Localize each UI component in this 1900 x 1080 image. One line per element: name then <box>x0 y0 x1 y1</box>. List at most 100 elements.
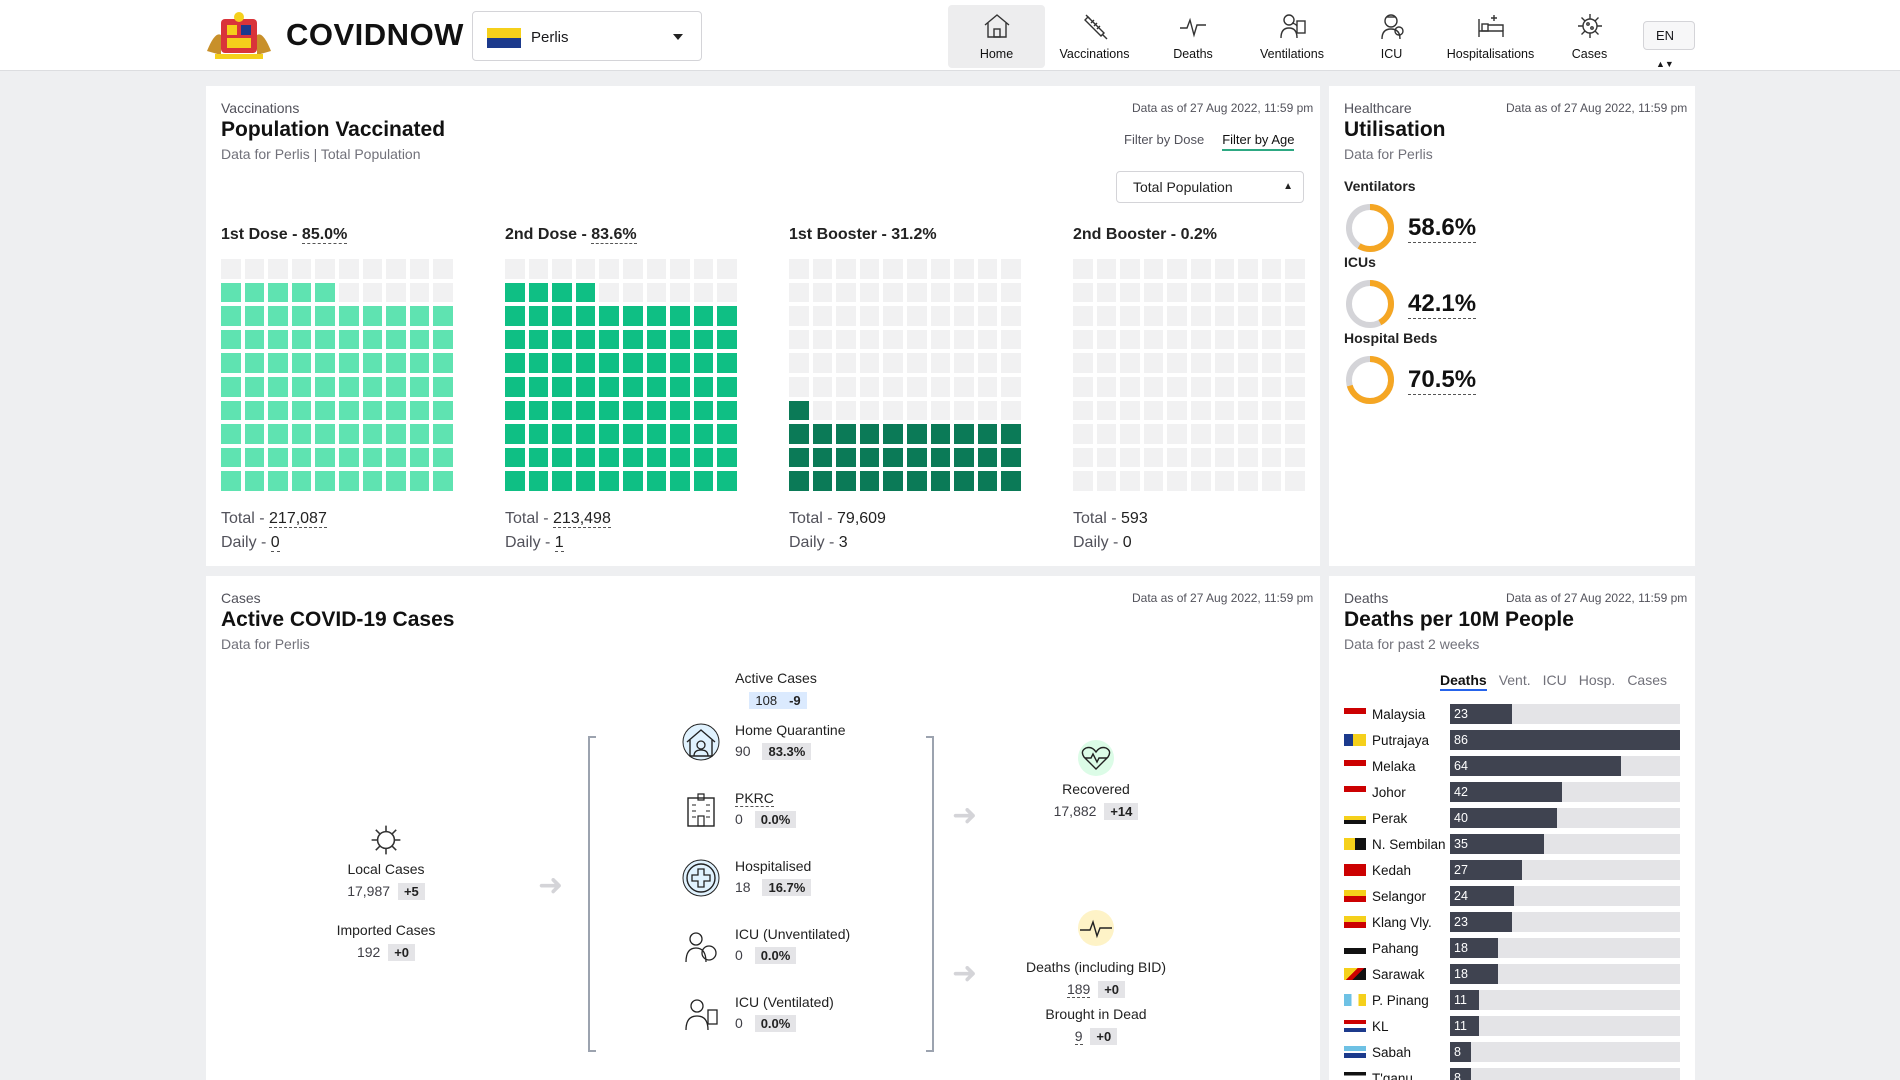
dose-daily-value[interactable]: 0 <box>270 534 280 552</box>
waffle-cell <box>528 424 549 444</box>
nav-icu-label: ICU <box>1380 47 1403 61</box>
waffle-cell <box>1285 306 1305 326</box>
waffle-cell <box>386 329 406 350</box>
bar-category-label: N. Sembilan <box>1372 836 1446 852</box>
waffle-cell <box>1191 471 1211 491</box>
case-status-item: PKRC 0 0.0% <box>681 790 797 830</box>
bar-row[interactable]: Klang Vly. 23 <box>1344 912 1682 932</box>
dose-daily-value[interactable]: 0 <box>1122 534 1132 551</box>
waffle-cell <box>1214 400 1235 421</box>
bar-row[interactable]: P. Pinang 11 <box>1344 990 1682 1010</box>
waffle-cell <box>836 377 856 397</box>
dose-percentage[interactable]: 85.0% <box>301 226 348 244</box>
bar-row[interactable]: Perak 40 <box>1344 808 1682 828</box>
language-select[interactable]: EN ▲▼ <box>1643 21 1695 69</box>
gauge-value[interactable]: 42.1% <box>1408 289 1477 319</box>
population-select[interactable]: Total Population ▲ <box>1116 171 1304 203</box>
tab-hosp[interactable]: Hosp. <box>1578 672 1616 688</box>
tab-vent[interactable]: Vent. <box>1498 672 1531 688</box>
waffle-cell <box>268 306 288 326</box>
bar-row[interactable]: Melaka 64 <box>1344 756 1682 776</box>
dose-daily-value[interactable]: 1 <box>554 534 564 552</box>
dose-total-value[interactable]: 593 <box>1121 510 1148 527</box>
bar-row[interactable]: Pahang 18 <box>1344 938 1682 958</box>
tab-icu[interactable]: ICU <box>1542 672 1567 688</box>
waffle-cell <box>221 471 241 491</box>
waffle-cell <box>907 259 927 279</box>
waffle-cell <box>315 447 335 468</box>
bar-row[interactable]: KL 11 <box>1344 1016 1682 1036</box>
waffle-cell <box>221 424 241 444</box>
bar-row[interactable]: N. Sembilan 35 <box>1344 834 1682 854</box>
filter-by-dose-tab[interactable]: Filter by Dose <box>1124 132 1205 147</box>
waffle-cell <box>623 282 643 303</box>
waffle-cell <box>859 447 880 468</box>
bar-category-label: Pahang <box>1372 940 1419 956</box>
dose-total-value[interactable]: 79,609 <box>837 510 886 527</box>
waffle-cell <box>623 353 643 373</box>
dose-heading: 1st Dose - 85.0% <box>221 226 453 244</box>
perlis-flag-icon <box>487 28 521 48</box>
dose-total-value[interactable]: 217,087 <box>269 510 327 528</box>
tab-deaths[interactable]: Deaths <box>1440 672 1487 691</box>
malaysia-crest-logo[interactable] <box>205 11 273 61</box>
nav-deaths[interactable]: Deaths <box>1144 5 1242 68</box>
nav-hospitalisations-label: Hospitalisations <box>1446 47 1535 61</box>
cases-asof: Data as of 27 Aug 2022, 11:59 pm <box>1132 591 1314 605</box>
main-nav: Home Vaccinations Deaths Ventilations IC… <box>948 5 1639 68</box>
waffle-cell <box>670 306 690 326</box>
nav-hospitalisations[interactable]: Hospitalisations <box>1441 5 1540 68</box>
waffle-cell <box>1238 306 1258 326</box>
bar-row[interactable]: T'ganu 8 <box>1344 1068 1682 1080</box>
case-status-value: 0 <box>735 947 743 963</box>
waffle-cell <box>599 377 619 397</box>
waffle-cell <box>1001 377 1021 397</box>
dose-daily-value[interactable]: 3 <box>838 534 848 551</box>
waffle-cell <box>505 259 525 279</box>
nav-cases[interactable]: Cases <box>1540 5 1639 68</box>
nav-home[interactable]: Home <box>948 5 1045 68</box>
waffle-cell <box>291 259 312 279</box>
waffle-cell <box>221 400 241 421</box>
waffle-cell <box>907 306 927 326</box>
waffle-grid <box>505 259 737 491</box>
dose-total-value[interactable]: 213,498 <box>553 510 611 528</box>
bar-row[interactable]: Johor 42 <box>1344 782 1682 802</box>
bar-row[interactable]: Putrajaya 86 <box>1344 730 1682 750</box>
state-select[interactable]: Perlis <box>472 11 702 61</box>
waffle-cell <box>1167 259 1187 279</box>
dose-percentage[interactable]: 31.2% <box>891 226 937 243</box>
waffle-cell <box>1001 471 1021 491</box>
waffle-cell <box>930 400 951 421</box>
bar-category-label: Selangor <box>1372 888 1427 904</box>
dose-percentage[interactable]: 83.6% <box>591 226 637 244</box>
waffle-cell <box>575 447 596 468</box>
waffle-cell <box>221 259 241 279</box>
waffle-cell <box>907 353 927 373</box>
bar-value-label: 40 <box>1454 811 1468 825</box>
nav-vaccinations[interactable]: Vaccinations <box>1045 5 1144 68</box>
waffle-cell <box>409 377 430 397</box>
filter-by-age-tab[interactable]: Filter by Age <box>1222 132 1295 151</box>
waffle-cell <box>1214 424 1235 444</box>
gauge-value[interactable]: 70.5% <box>1408 365 1477 395</box>
waffle-cell <box>1238 471 1258 491</box>
waffle-cell <box>646 447 667 468</box>
dose-percentage[interactable]: 0.2% <box>1180 226 1218 243</box>
bar-row[interactable]: Malaysia 23 <box>1344 704 1682 724</box>
bar-fill <box>1450 964 1499 984</box>
tab-cases[interactable]: Cases <box>1627 672 1667 688</box>
dose-total: Total - 593 <box>1073 510 1305 528</box>
bar-row[interactable]: Sabah 8 <box>1344 1042 1682 1062</box>
bar-row[interactable]: Sarawak 18 <box>1344 964 1682 984</box>
app-name[interactable]: COVIDNOW <box>286 17 464 52</box>
case-status-label[interactable]: PKRC <box>735 790 774 807</box>
vaccinations-desc-population: Total Population <box>320 146 421 162</box>
bar-row[interactable]: Selangor 24 <box>1344 886 1682 906</box>
waffle-cell <box>339 400 359 421</box>
bar-row[interactable]: Kedah 27 <box>1344 860 1682 880</box>
gauge-value[interactable]: 58.6% <box>1408 213 1477 243</box>
nav-ventilations[interactable]: Ventilations <box>1242 5 1342 68</box>
nav-icu[interactable]: ICU <box>1342 5 1441 68</box>
case-status-value: 18 <box>735 879 751 895</box>
